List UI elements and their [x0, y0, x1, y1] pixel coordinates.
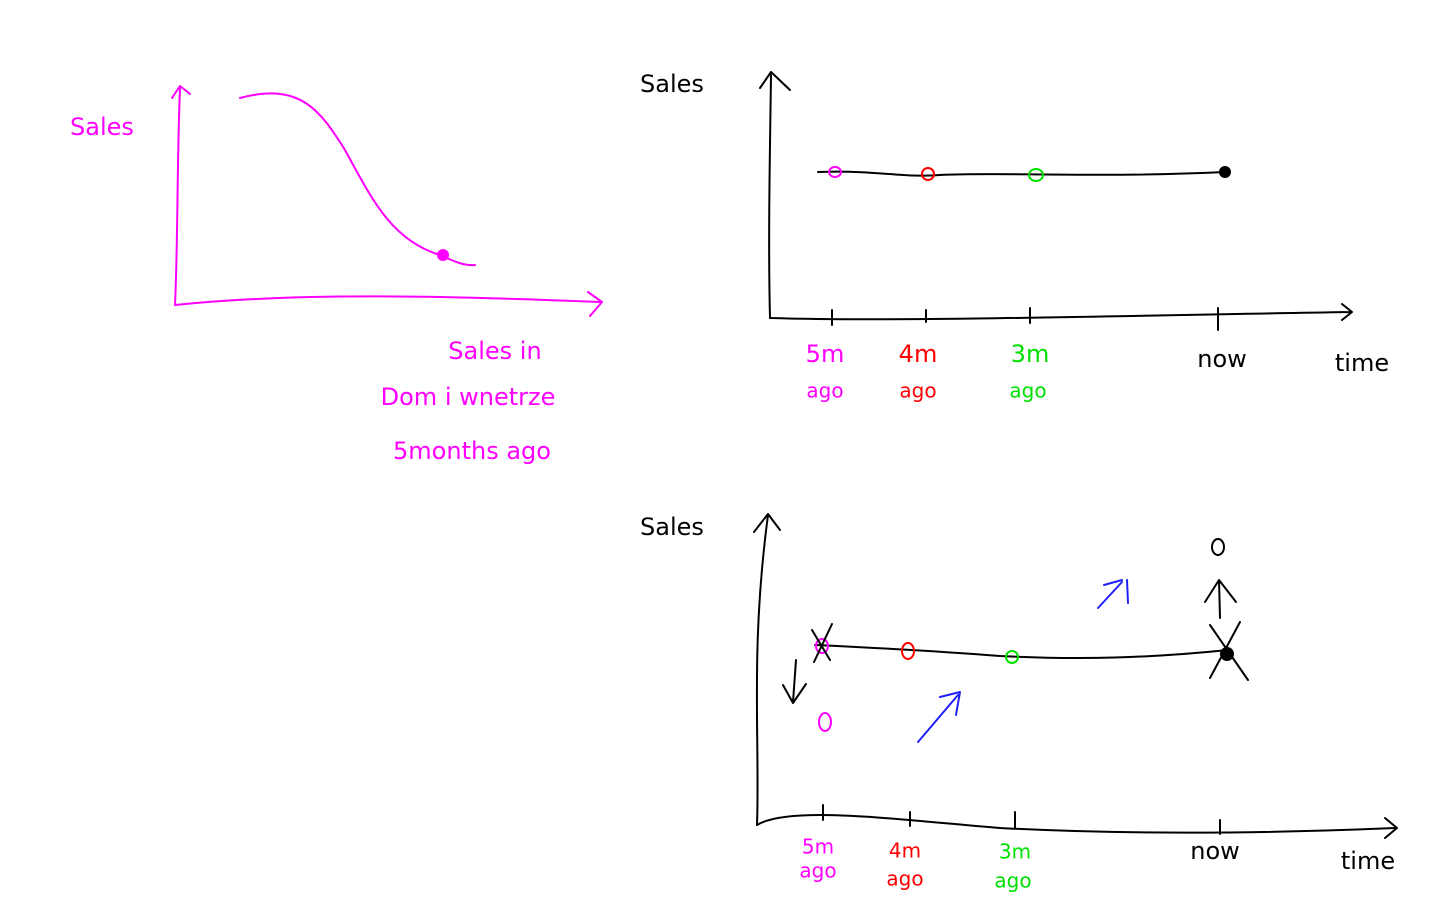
sketch-1: Sales Sales in Dom i wnetrze 5months ago: [70, 85, 603, 465]
x-label: 4m: [899, 340, 938, 368]
x-label: 4m: [889, 839, 921, 863]
caption-line: 5months ago: [393, 437, 551, 465]
x-axis: [769, 303, 1353, 321]
up-arrow: [917, 691, 961, 743]
point-4m: [901, 642, 915, 660]
current-point: [437, 249, 449, 261]
sales-line: [817, 170, 1226, 177]
x-ticks: [831, 307, 1219, 331]
y-axis: [171, 85, 191, 306]
x-label: 3m: [999, 840, 1031, 864]
caption-line: Sales in: [448, 337, 541, 365]
x-label: now: [1197, 345, 1247, 373]
sales-curve: [239, 92, 476, 267]
x-label: ago: [886, 867, 923, 891]
sales-line: [814, 644, 1229, 659]
sketch-2: Sales 5m ago 4m ago 3m ago now time: [640, 70, 1389, 403]
point-3m: [1005, 650, 1019, 664]
up-arrow: [1204, 579, 1237, 619]
point-5m: [815, 638, 829, 654]
y-label: Sales: [70, 113, 134, 141]
x-label: 5m: [806, 340, 845, 368]
point-4m: [921, 167, 935, 181]
down-arrow: [782, 659, 807, 704]
x-label: 3m: [1011, 340, 1050, 368]
point-now: [1219, 166, 1231, 178]
x-label: ago: [994, 869, 1031, 893]
y-axis: [753, 513, 781, 826]
x-label: ago: [806, 379, 843, 403]
cross-mark: [1209, 621, 1249, 681]
x-axis-label: time: [1335, 349, 1389, 377]
sketch-3: Sales 5m ago 4m ago 3m ago now time: [640, 513, 1398, 893]
point-3m: [1028, 168, 1044, 182]
x-axis: [174, 291, 603, 317]
caption-line: Dom i wnetrze: [381, 383, 556, 411]
y-label: Sales: [640, 513, 704, 541]
new-point-5m: [818, 712, 832, 732]
up-arrow: [1097, 579, 1129, 609]
x-label: ago: [1009, 379, 1046, 403]
x-label: ago: [899, 379, 936, 403]
y-label: Sales: [640, 70, 704, 98]
x-ticks: [822, 804, 1221, 835]
x-label: ago: [799, 859, 836, 883]
y-axis: [759, 71, 791, 319]
point-now: [1220, 647, 1234, 661]
point-5m: [828, 166, 842, 178]
cross-mark: [811, 623, 833, 663]
x-label: now: [1190, 837, 1240, 865]
new-point-now: [1211, 538, 1225, 556]
x-axis: [756, 814, 1398, 839]
x-axis-label: time: [1341, 847, 1395, 875]
x-label: 5m: [802, 835, 834, 859]
